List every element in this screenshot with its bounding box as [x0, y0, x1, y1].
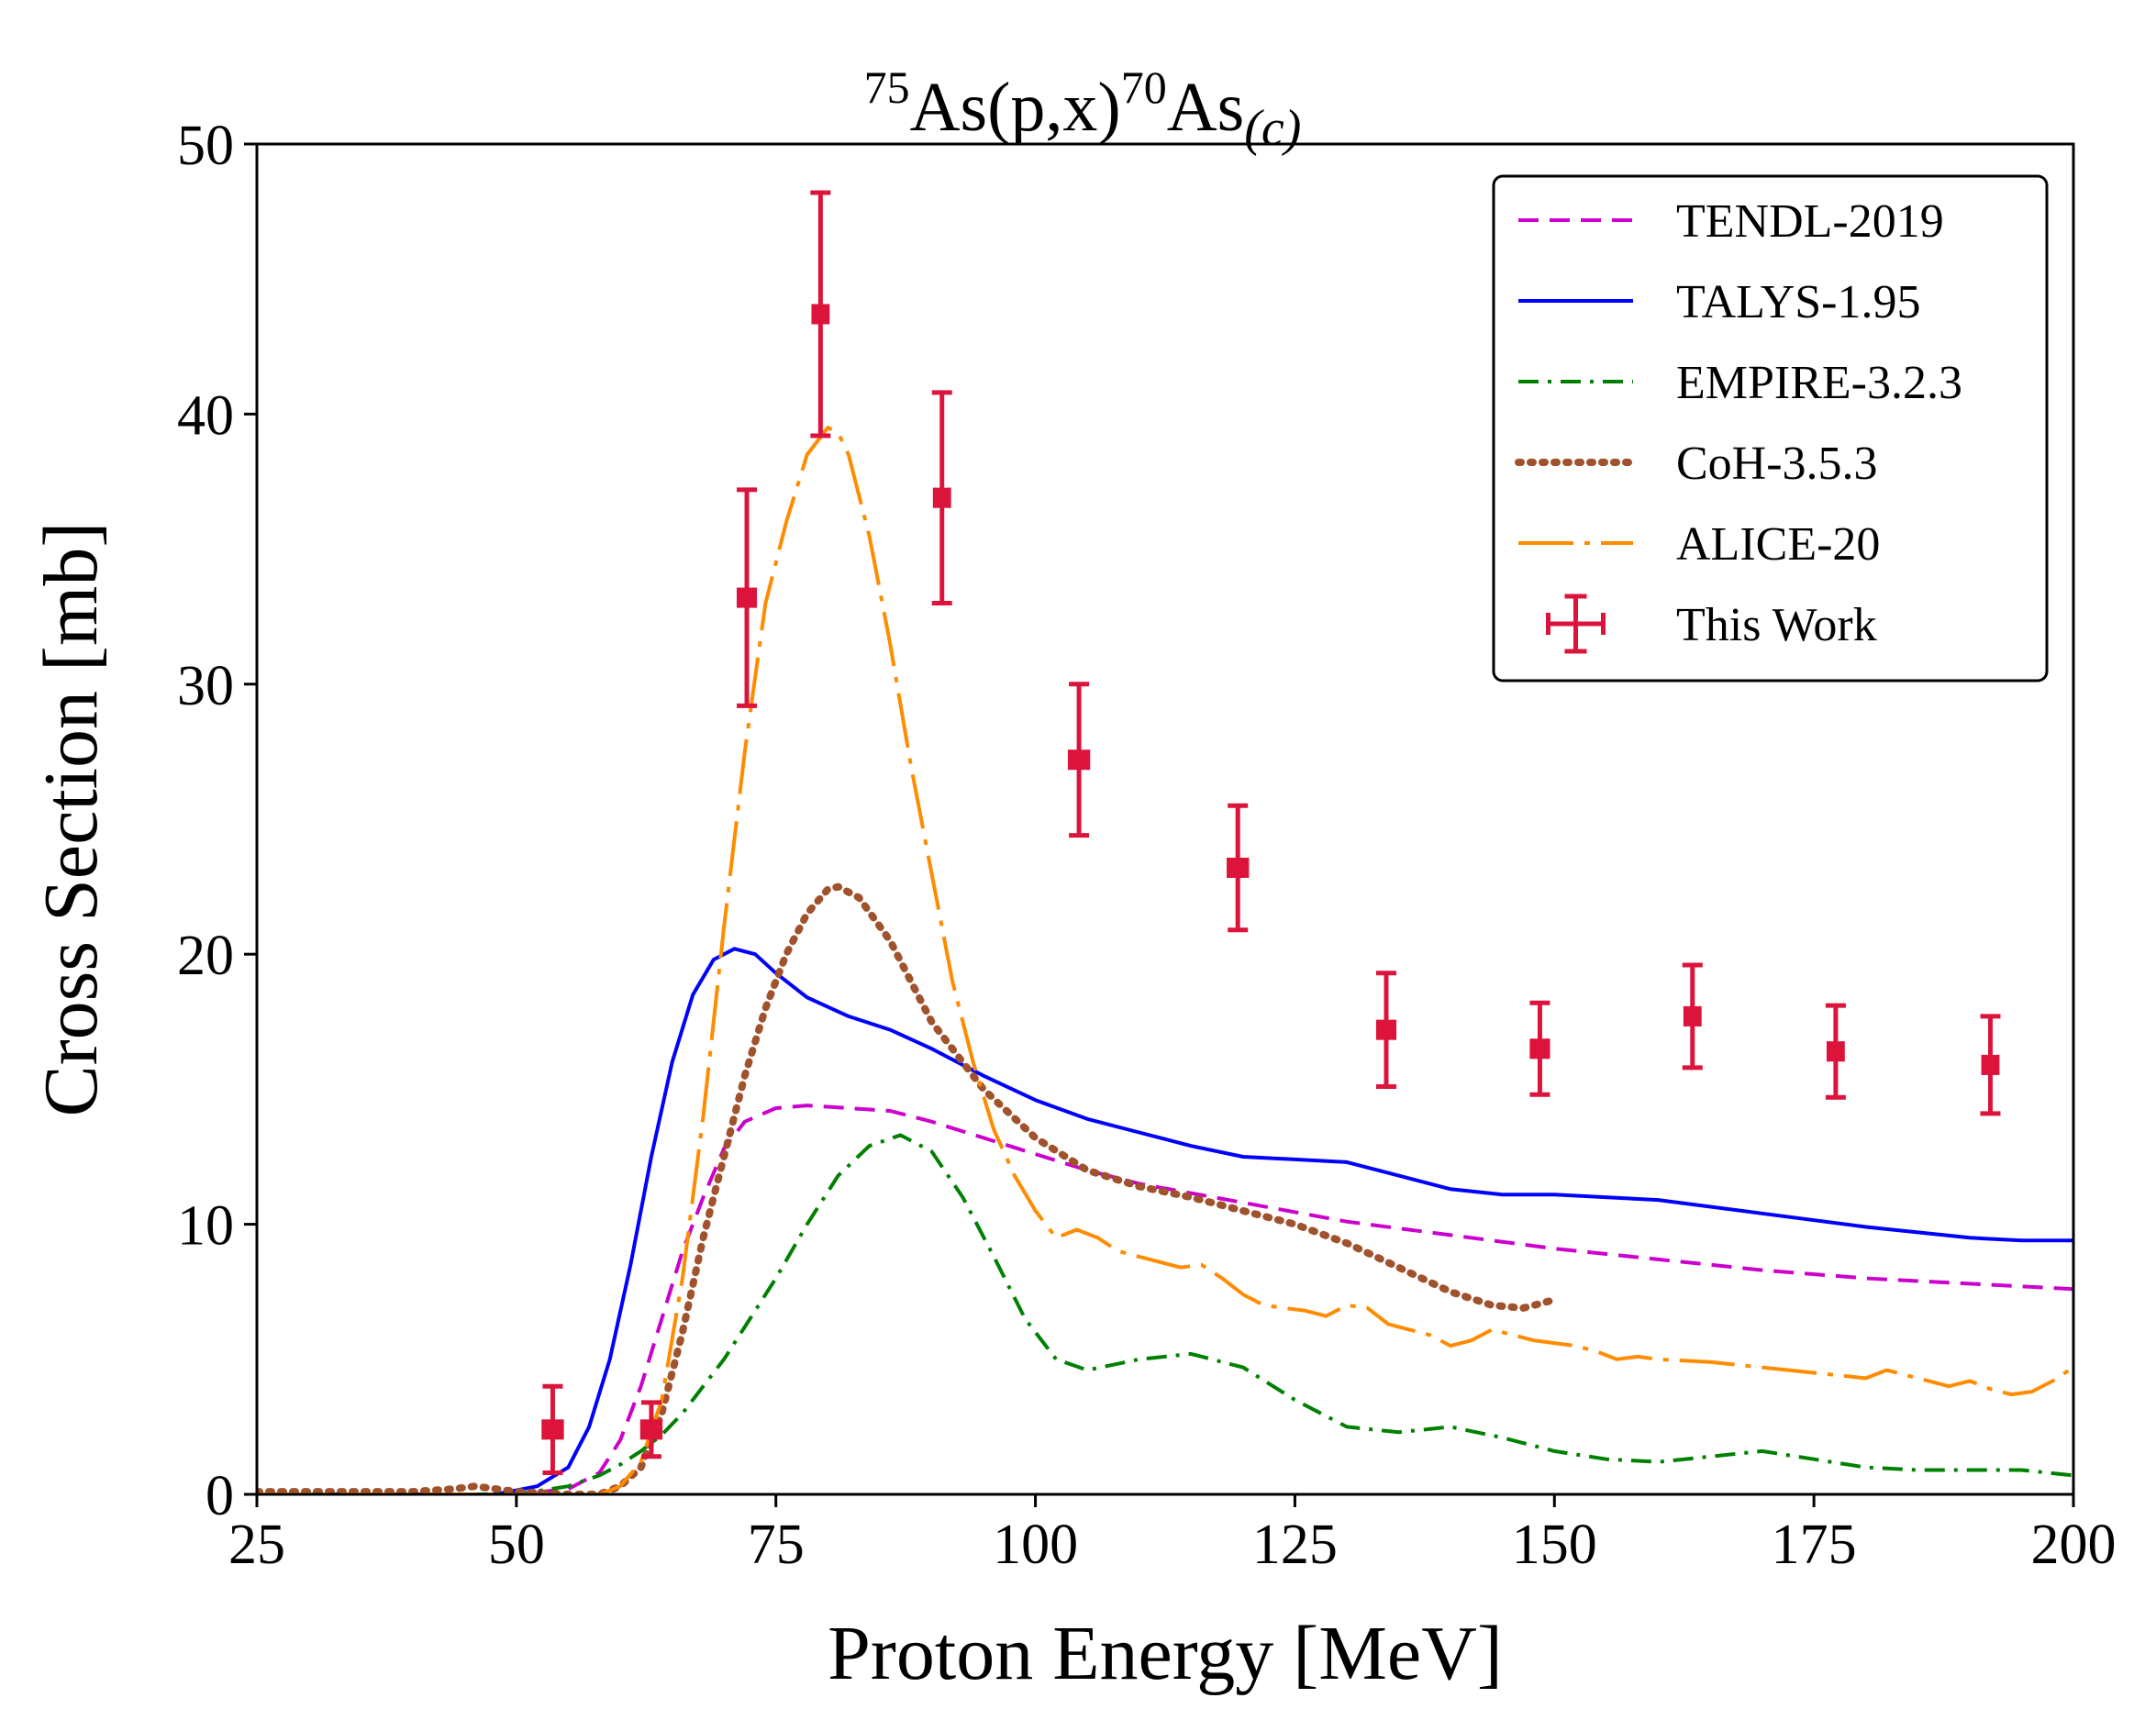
data-point [736, 487, 758, 708]
data-point-marker [1827, 1041, 1844, 1062]
data-point-marker [1071, 749, 1088, 771]
data-point [1825, 1003, 1846, 1100]
y-tick-label: 30 [177, 655, 234, 717]
data-point-marker [1377, 1019, 1395, 1040]
title-reaction: As(p,x) [910, 69, 1121, 146]
data-point-marker [933, 487, 950, 508]
y-tick-label: 40 [177, 384, 234, 447]
series-line-alice-20 [257, 426, 2073, 1494]
data-point-marker [1531, 1038, 1549, 1060]
x-tick-label: 50 [488, 1514, 545, 1576]
data-point [1067, 682, 1091, 838]
title-subscript: (c) [1244, 100, 1301, 157]
x-tick-label: 100 [993, 1514, 1078, 1576]
x-tick-label: 200 [2031, 1514, 2117, 1576]
legend-label: TENDL-2019 [1676, 195, 1944, 248]
data-point [1980, 1014, 2001, 1116]
x-tick-label: 25 [228, 1514, 285, 1576]
data-point [639, 1400, 663, 1459]
legend-label: CoH-3.5.3 [1676, 438, 1878, 490]
series-line-empire-3-2-3 [257, 1133, 2073, 1494]
legend-label: This Work [1676, 599, 1877, 651]
data-point [931, 390, 952, 605]
data-point-marker [1982, 1054, 1999, 1075]
y-tick-label: 50 [177, 115, 234, 177]
data-point-marker [739, 587, 756, 608]
legend-label: ALICE-20 [1676, 518, 1880, 571]
data-point [1529, 1000, 1550, 1097]
y-tick-label: 20 [177, 925, 234, 987]
title-mass-number-product: 70 [1121, 61, 1167, 113]
title-mass-number-target: 75 [864, 61, 910, 113]
series-line-talys-1-95 [257, 947, 2073, 1494]
data-point-marker [812, 304, 829, 325]
legend-label: TALYS-1.95 [1676, 276, 1921, 328]
data-point [1375, 971, 1397, 1089]
data-point-marker [642, 1419, 660, 1440]
legend-label: EMPIRE-3.2.3 [1676, 357, 1962, 409]
x-tick-label: 75 [748, 1514, 805, 1576]
data-point [1682, 962, 1703, 1071]
x-tick-label: 175 [1772, 1514, 1857, 1576]
x-axis-label: Proton Energy [MeV] [828, 1611, 1503, 1696]
data-point-marker [1684, 1005, 1701, 1026]
y-tick-label: 10 [177, 1195, 234, 1258]
series-line-coh-3-5-3 [257, 882, 1559, 1494]
data-point-marker [544, 1419, 561, 1440]
x-tick-label: 125 [1252, 1514, 1338, 1576]
data-point [1227, 803, 1250, 933]
y-tick-label: 0 [206, 1465, 234, 1527]
y-axis-label: Cross Section [mb] [28, 522, 114, 1117]
legend: TENDL-2019 TALYS-1.95 EMPIRE-3.2.3 CoH-3.5.… [1492, 174, 2049, 682]
chart-title: 75As(p,x)70As(c) [864, 61, 1302, 157]
x-tick-label: 150 [1512, 1514, 1597, 1576]
data-point-marker [1229, 857, 1247, 878]
plot-frame [255, 142, 2075, 1496]
title-product: As [1167, 69, 1244, 146]
series-line-tendl-2019 [257, 1104, 2073, 1494]
data-point [810, 190, 831, 438]
data-point [541, 1383, 564, 1475]
